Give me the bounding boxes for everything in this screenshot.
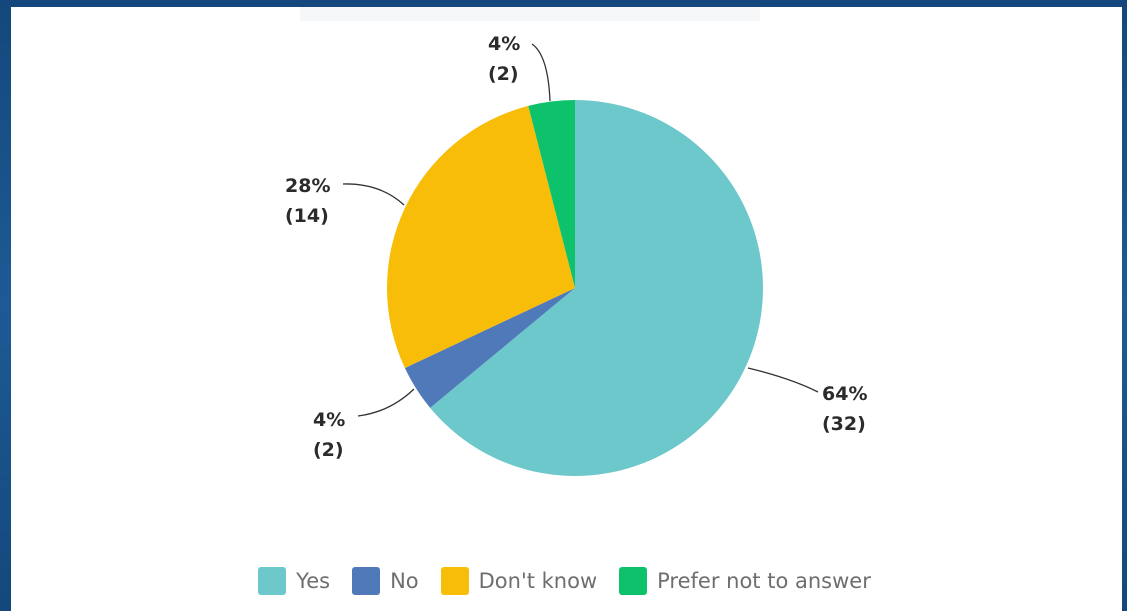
legend-item-don-t-know: Don't know [440,567,598,595]
legend-label: Yes [296,569,331,593]
pie-slice-prefer-not-to-answer [528,100,575,288]
slice-count-label: (32) [822,413,866,435]
legend-swatch [440,567,469,595]
slice-percent-label: 4% [488,33,520,55]
slice-count-label: (2) [488,63,519,85]
leader-lines [342,43,819,417]
legend-label: No [390,569,419,593]
legend-label: Prefer not to answer [657,569,871,593]
leader-line [531,43,551,102]
slice-count-label: (2) [313,439,344,461]
slice-labels: 64% (32) 4% (2) 28% (14) 4% (2) [285,33,867,461]
legend-item-no: No [352,567,419,595]
legend-swatch [619,567,648,595]
slice-count-label: (14) [285,205,329,227]
slice-percent-label: 4% [313,409,345,431]
legend-label: Don't know [478,569,598,593]
pie-slices [387,100,763,477]
legend-item-prefer-not-to-answer: Prefer not to answer [619,567,871,595]
legend: Yes No Don't know Prefer not to answer [0,563,1127,599]
legend-swatch [352,567,381,595]
pie-slice-yes [430,100,763,477]
legend-swatch [258,567,287,595]
leader-line [747,367,819,393]
legend-item-yes: Yes [258,567,330,595]
leader-line [357,388,415,417]
top-strip [300,7,760,21]
slice-percent-label: 28% [285,175,330,197]
pie-slice-don-t-know [387,105,575,369]
slice-percent-label: 64% [822,383,867,405]
leader-line [342,183,405,206]
pie-slice-no [404,288,575,408]
